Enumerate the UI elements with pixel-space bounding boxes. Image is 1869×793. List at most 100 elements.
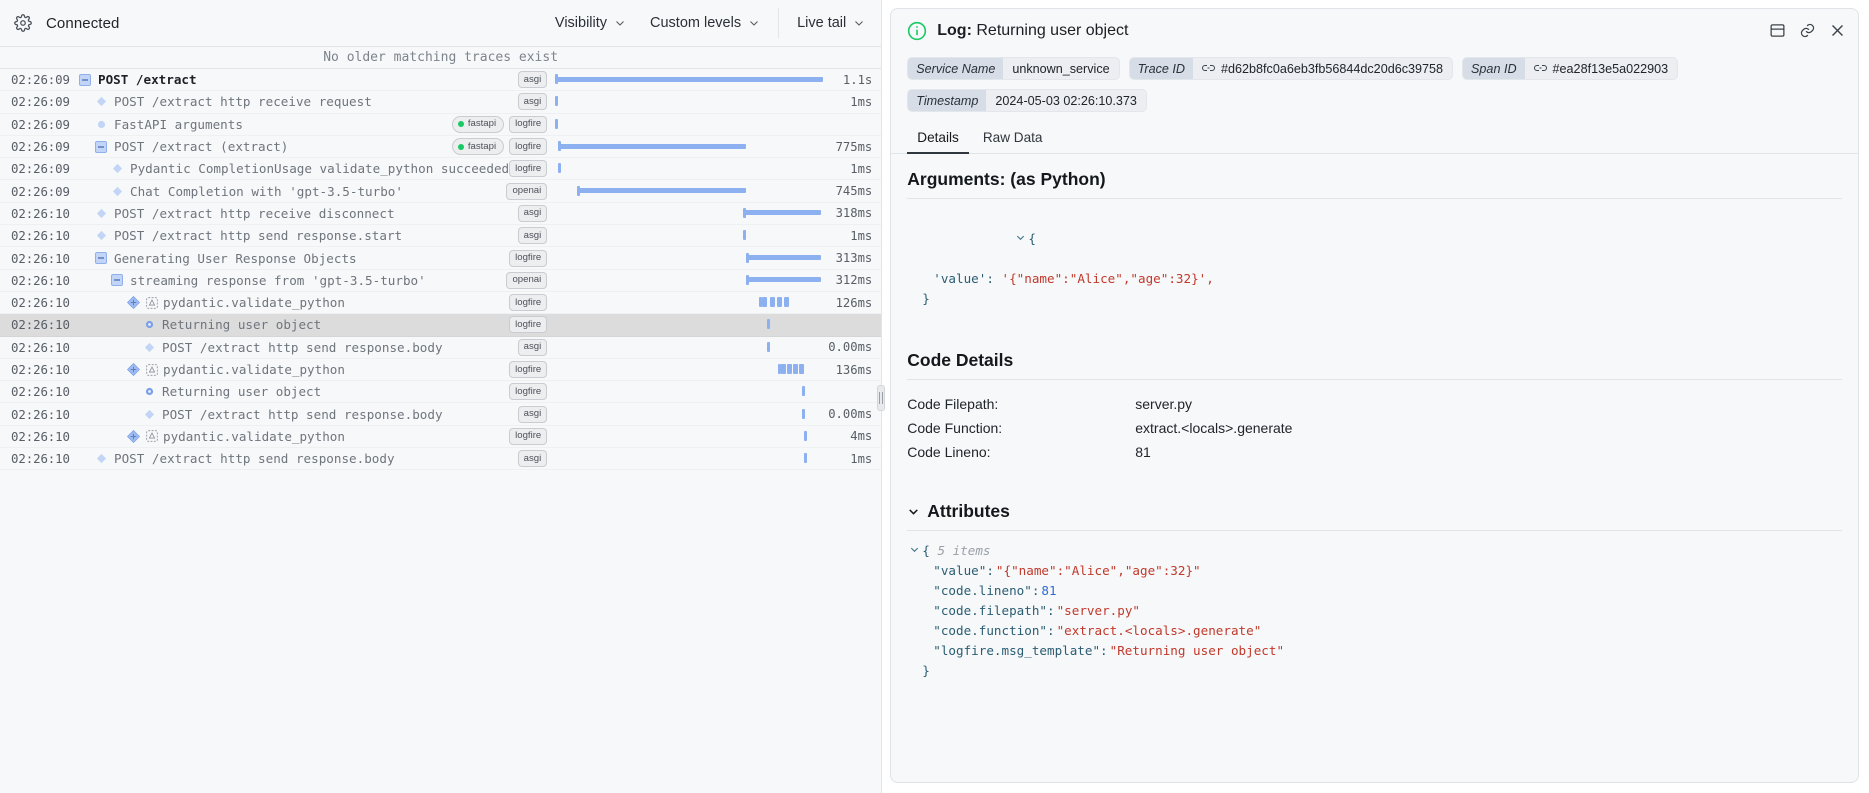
code-line: 'value': '{"name":"Alice","age":32}', xyxy=(909,269,1842,289)
badge-logfire[interactable]: logfire xyxy=(509,115,548,133)
arguments-heading: Arguments: (as Python) xyxy=(907,154,1842,199)
trace-row-label: Returning user object xyxy=(162,384,322,400)
trace-row-duration: 1ms xyxy=(850,161,873,176)
trace-row[interactable]: 02:26:10 POST /extract http send response… xyxy=(0,448,881,470)
trace-row[interactable]: 02:26:09 POST /extract asgi 1.1s xyxy=(0,69,881,91)
timeline-bar-segment xyxy=(784,297,790,308)
trace-row[interactable]: 02:26:10 POST /extract http receive disco… xyxy=(0,203,881,225)
meta-chip[interactable]: Span ID #ea28f13e5a022903 xyxy=(1462,57,1679,80)
attributes-heading[interactable]: Attributes xyxy=(907,486,1842,531)
connection-status[interactable]: Connected xyxy=(14,14,119,32)
panel-layout-icon[interactable] xyxy=(1769,22,1786,39)
trace-row-badges: asgi xyxy=(517,227,556,245)
link-icon[interactable] xyxy=(1799,22,1816,39)
badge-asgi[interactable]: asgi xyxy=(517,71,548,89)
trace-row[interactable]: 02:26:09 POST /extract (extract) fastapi lo… xyxy=(0,136,881,158)
code-detail-value: extract.<locals>.generate xyxy=(1135,420,1293,436)
meta-chip-value-wrap: #d62b8fc0a6eb3fb56844dc20d6c39758 xyxy=(1193,58,1452,79)
trace-row[interactable]: 02:26:10 Returning user object logfire xyxy=(0,314,882,337)
badge-label: asgi xyxy=(523,452,542,464)
gear-icon[interactable] xyxy=(14,14,32,32)
meta-chip[interactable]: Service Name unknown_service xyxy=(907,57,1120,80)
tab-details[interactable]: Details xyxy=(907,126,969,154)
trace-row[interactable]: 02:26:10 Returning user object logfire xyxy=(0,381,881,403)
collapse-toggle-icon[interactable] xyxy=(94,140,108,154)
badge-fastapi[interactable]: fastapi xyxy=(451,138,505,156)
collapse-toggle-icon[interactable] xyxy=(78,73,92,87)
trace-row-label: POST /extract http receive request xyxy=(114,94,372,110)
live-tail-button[interactable]: Live tail xyxy=(785,8,877,38)
badge-asgi[interactable]: asgi xyxy=(517,93,548,111)
span-diamond-icon xyxy=(126,429,140,443)
badge-logfire[interactable]: logfire xyxy=(509,294,548,312)
trace-row-timeline xyxy=(555,403,823,425)
tab-raw-data[interactable]: Raw Data xyxy=(982,130,1043,145)
panel-resize-handle[interactable] xyxy=(877,385,886,411)
trace-row[interactable]: 02:26:09 Pydantic CompletionUsage validat… xyxy=(0,158,881,180)
attributes-close-brace: } xyxy=(922,663,930,678)
timeline-bar-start-cap xyxy=(557,163,561,174)
span-metadata-chips: Service Name unknown_service Trace ID #d62b… xyxy=(891,46,1858,112)
badge-asgi[interactable]: asgi xyxy=(517,204,548,222)
trace-row-timeline xyxy=(555,202,823,224)
trace-row[interactable]: 02:26:10 pydantic.validate_python logfire 1… xyxy=(0,359,881,381)
trace-row[interactable]: 02:26:10 streaming response from 'gpt-3.5… xyxy=(0,270,881,292)
badge-logfire[interactable]: logfire xyxy=(509,427,548,445)
trace-row[interactable]: 02:26:09 Chat Completion with 'gpt-3.5-tu… xyxy=(0,180,881,202)
close-icon[interactable] xyxy=(1829,22,1846,39)
custom-levels-button[interactable]: Custom levels xyxy=(638,8,772,38)
badge-logfire[interactable]: logfire xyxy=(509,249,548,267)
trace-row[interactable]: 02:26:10 Generating User Response Objects… xyxy=(0,247,881,269)
badge-openai[interactable]: openai xyxy=(506,271,548,289)
trace-row[interactable]: 02:26:10 POST /extract http send response… xyxy=(0,337,881,359)
meta-chip[interactable]: Trace ID #d62b8fc0a6eb3fb56844dc20d6c3975… xyxy=(1128,57,1454,80)
trace-row-label: Chat Completion with 'gpt-3.5-turbo' xyxy=(130,183,403,199)
detail-title-message: Returning user object xyxy=(976,22,1129,39)
status-dot-icon xyxy=(457,121,464,128)
trace-row[interactable]: 02:26:10 POST /extract http send response… xyxy=(0,225,881,247)
badge-logfire[interactable]: logfire xyxy=(509,160,548,178)
trace-row-label: POST /extract http send response.body xyxy=(162,339,443,355)
badge-logfire[interactable]: logfire xyxy=(509,316,548,334)
link-icon[interactable] xyxy=(1202,62,1215,76)
attribute-key: "value": xyxy=(933,563,994,578)
badge-asgi[interactable]: asgi xyxy=(517,227,548,245)
trace-row-badges: fastapi logfire xyxy=(451,138,555,156)
meta-chip[interactable]: Timestamp 2024-05-03 02:26:10.373 xyxy=(907,89,1147,112)
trace-row-timestamp: 02:26:09 xyxy=(11,72,70,88)
badge-logfire[interactable]: logfire xyxy=(509,383,548,401)
badge-label: logfire xyxy=(515,162,542,174)
collapse-toggle-icon[interactable] xyxy=(94,251,108,265)
trace-row[interactable]: 02:26:10 pydantic.validate_python logfire 4… xyxy=(0,426,881,448)
timeline-bar-start-cap xyxy=(742,230,746,241)
trace-row-label-group: POST /extract http receive disconnect xyxy=(78,206,518,221)
trace-row-timestamp: 02:26:09 xyxy=(11,183,70,199)
trace-row[interactable]: 02:26:09 FastAPI arguments fastapi logfire xyxy=(0,114,881,136)
badge-logfire[interactable]: logfire xyxy=(509,138,548,156)
link-icon[interactable] xyxy=(1533,62,1547,76)
badge-fastapi[interactable]: fastapi xyxy=(451,115,505,133)
visibility-button[interactable]: Visibility xyxy=(543,8,638,38)
badge-openai[interactable]: openai xyxy=(506,182,548,200)
badge-asgi[interactable]: asgi xyxy=(517,405,548,423)
chevron-down-icon[interactable] xyxy=(909,209,1028,269)
meta-chip-value: unknown_service xyxy=(1012,61,1110,76)
trace-row-duration: 0.00ms xyxy=(828,340,873,355)
trace-list[interactable]: 02:26:09 POST /extract asgi 1.1s 02:26:09 POS… xyxy=(0,69,882,793)
collapse-toggle-icon[interactable] xyxy=(110,273,124,287)
live-tail-label: Live tail xyxy=(797,15,847,31)
trace-row-badges: logfire xyxy=(509,383,555,401)
badge-asgi[interactable]: asgi xyxy=(517,338,548,356)
trace-row[interactable]: 02:26:10 pydantic.validate_python logfire 1… xyxy=(0,292,881,314)
trace-row[interactable]: 02:26:10 POST /extract http send response… xyxy=(0,403,881,425)
badge-label: logfire xyxy=(515,140,542,152)
detail-tabs[interactable]: Details Raw Data xyxy=(891,112,1858,154)
badge-logfire[interactable]: logfire xyxy=(509,361,548,378)
chevron-down-icon[interactable] xyxy=(909,541,922,561)
badge-asgi[interactable]: asgi xyxy=(517,450,548,468)
trace-row[interactable]: 02:26:09 POST /extract http receive reque… xyxy=(0,91,881,113)
attribute-line: "code.filepath": "server.py" xyxy=(909,601,1842,621)
detail-body[interactable]: Arguments: (as Python) { 'value': '{"nam… xyxy=(891,154,1858,782)
attribute-line: "value": "{"name":"Alice","age":32}" xyxy=(909,561,1842,581)
chevron-down-icon[interactable] xyxy=(907,505,920,518)
